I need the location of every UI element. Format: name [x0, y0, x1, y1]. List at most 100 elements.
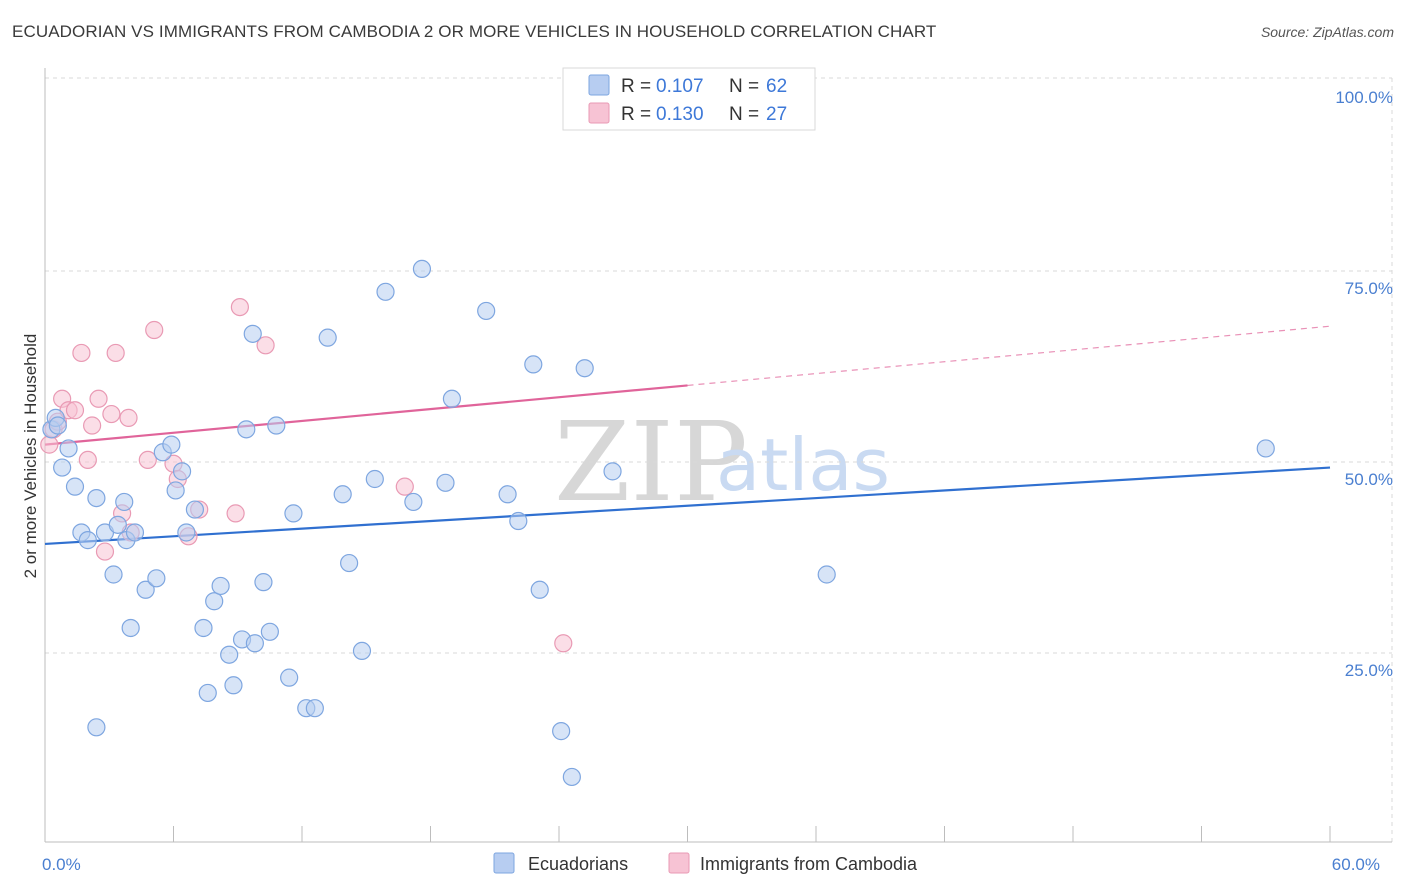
- ecuadorian-point-47: [376, 282, 395, 301]
- cambodia-point-5: [65, 401, 85, 420]
- ecuadorian-point-59: [575, 359, 594, 378]
- cambodia-point-14: [119, 408, 138, 427]
- ecuadorian-point-55: [524, 355, 543, 374]
- cambodia-point-16: [138, 450, 157, 469]
- cambodia-point-17: [145, 320, 164, 340]
- ecuadorian-point-50: [436, 473, 455, 492]
- ecuadorian-point-23: [177, 523, 196, 542]
- ecuadorian-point-15: [121, 618, 140, 638]
- trend-lines: [44, 325, 1331, 546]
- source-credit: Source: ZipAtlas.com: [1260, 24, 1394, 40]
- y-tick-label-2: 75.0%: [1345, 279, 1393, 298]
- ecuadorian-point-2: [48, 416, 67, 435]
- ecuadorian-point-38: [280, 668, 299, 687]
- legend-n-value-2: 27: [766, 104, 787, 125]
- legend-r-label-1: R =: [621, 76, 651, 97]
- ecuadorian-point-20: [162, 435, 181, 454]
- ecuadorian-point-18: [147, 569, 166, 588]
- ecuadorian-point-43: [333, 485, 352, 504]
- legend-n-label-2: N =: [729, 104, 759, 125]
- legend-r-value-1: 0.107: [656, 76, 704, 97]
- ecuadorian-point-29: [220, 645, 239, 664]
- legend-swatch-cambodia: [588, 102, 610, 124]
- ecuadorian-point-4: [59, 439, 78, 458]
- ecuadorian-point-45: [352, 641, 372, 661]
- ecuadorian-point-44: [340, 553, 359, 573]
- ecuadorian-point-51: [442, 389, 462, 408]
- cambodia-point-11: [102, 404, 121, 424]
- ecuadorian-point-57: [552, 722, 571, 741]
- ecuadorian-point-28: [211, 576, 230, 596]
- cambodia-point-10: [95, 542, 115, 561]
- legend-n-value-1: 62: [766, 76, 787, 97]
- ecuadorian-point-17: [136, 580, 155, 599]
- ecuadorian-point-46: [365, 469, 384, 489]
- cambodia-point-12: [106, 343, 125, 363]
- ecuadorian-point-35: [254, 573, 273, 592]
- cambodia-point-0: [40, 435, 59, 454]
- ecuadorian-point-27: [205, 592, 224, 611]
- legend-n-label-1: N =: [729, 76, 759, 97]
- ecuadorian-point-30: [224, 676, 243, 695]
- ecuadorian-point-49: [412, 259, 432, 278]
- ecuadorian-point-22: [172, 462, 192, 481]
- bottom-legend-swatch-ecuadorians: [493, 852, 515, 874]
- ecuadorian-point-24: [185, 500, 205, 519]
- ecuadorian-point-36: [260, 622, 279, 641]
- trend-line-0: [44, 466, 1331, 546]
- legend-swatch-ecuadorians: [588, 74, 610, 96]
- trend-line-extension-1: [687, 325, 1331, 387]
- axes: 25.0% 50.0% 75.0% 100.0% 0.0% 60.0%: [42, 68, 1393, 874]
- bottom-legend-label-cambodia: Immigrants from Cambodia: [700, 854, 918, 874]
- x-tick-label-0: 0.0%: [42, 855, 81, 874]
- bottom-legend-swatch-cambodia: [668, 852, 690, 874]
- cambodia-point-23: [230, 298, 249, 317]
- correlation-legend: R = 0.107 N = 62 R = 0.130 N = 27: [562, 67, 816, 131]
- cambodia-point-9: [89, 389, 108, 408]
- ecuadorian-point-16: [125, 523, 145, 542]
- ecuadorian-point-52: [477, 301, 496, 321]
- ecuadorian-point-61: [817, 565, 836, 584]
- bottom-legend-label-ecuadorians: Ecuadorians: [528, 854, 628, 874]
- chart-title: ECUADORIAN VS IMMIGRANTS FROM CAMBODIA 2…: [12, 22, 937, 41]
- ecuadorian-point-53: [498, 485, 517, 504]
- ecuadorian-point-42: [318, 328, 337, 347]
- series-legend: Ecuadorians Immigrants from Cambodia: [493, 852, 918, 874]
- ecuadorian-point-56: [530, 580, 549, 599]
- y-tick-label-1: 50.0%: [1345, 470, 1393, 489]
- y-axis-label: 2 or more Vehicles in Household: [21, 334, 40, 579]
- watermark-atlas: atlas: [716, 423, 890, 507]
- ecuadorian-point-8: [87, 489, 106, 508]
- cambodia-point-7: [78, 450, 97, 469]
- y-tick-label-0: 25.0%: [1345, 661, 1393, 680]
- ecuadorian-point-25: [194, 618, 213, 638]
- legend-r-value-2: 0.130: [656, 104, 704, 125]
- cambodia-point-8: [83, 416, 102, 435]
- ecuadorian-point-54: [509, 511, 528, 531]
- x-tick-label-1: 60.0%: [1332, 855, 1380, 874]
- ecuadorian-point-21: [166, 481, 185, 500]
- ecuadorian-point-41: [305, 699, 324, 718]
- ecuadorian-point-7: [78, 531, 97, 550]
- ecuadorian-point-9: [87, 718, 106, 737]
- legend-r-label-2: R =: [621, 104, 651, 125]
- ecuadorian-point-32: [237, 420, 256, 439]
- ecuadorian-point-58: [562, 767, 581, 787]
- ecuadorian-point-48: [404, 492, 423, 512]
- y-tick-label-3: 100.0%: [1335, 88, 1393, 107]
- trend-line-1: [44, 384, 688, 446]
- ecuadorian-point-3: [53, 458, 72, 477]
- cambodia-point-6: [72, 343, 91, 363]
- ecuadorian-point-34: [245, 634, 264, 653]
- cambodia-point-24: [256, 336, 275, 355]
- ecuadorian-point-5: [65, 477, 85, 496]
- ecuadorian-point-62: [1256, 439, 1275, 458]
- ecuadorian-point-12: [108, 515, 127, 534]
- data-points: [40, 259, 1275, 787]
- ecuadorian-point-13: [115, 492, 134, 512]
- ecuadorian-point-60: [603, 462, 622, 481]
- cambodia-point-25: [395, 477, 414, 496]
- ecuadorian-point-37: [267, 416, 286, 435]
- ecuadorian-point-26: [198, 683, 217, 703]
